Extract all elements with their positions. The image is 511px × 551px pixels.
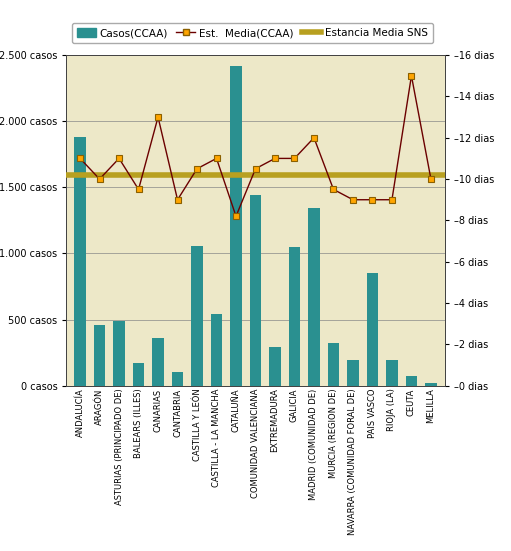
Bar — [347, 360, 359, 386]
Bar — [308, 208, 320, 386]
Bar — [211, 314, 222, 386]
Bar — [406, 376, 417, 386]
Bar — [425, 383, 437, 386]
Bar — [328, 343, 339, 386]
Bar — [269, 347, 281, 386]
Bar — [289, 247, 300, 386]
Bar — [191, 246, 203, 386]
Bar — [230, 66, 242, 386]
Bar — [250, 195, 261, 386]
Bar — [74, 137, 86, 386]
Bar — [152, 338, 164, 386]
Bar — [386, 360, 398, 386]
Bar — [366, 273, 378, 386]
Bar — [94, 325, 105, 386]
Bar — [172, 372, 183, 386]
Legend: Casos(CCAA), Est.  Media(CCAA), Estancia Media SNS: Casos(CCAA), Est. Media(CCAA), Estancia … — [72, 23, 433, 44]
Bar — [113, 321, 125, 386]
Bar — [133, 363, 145, 386]
